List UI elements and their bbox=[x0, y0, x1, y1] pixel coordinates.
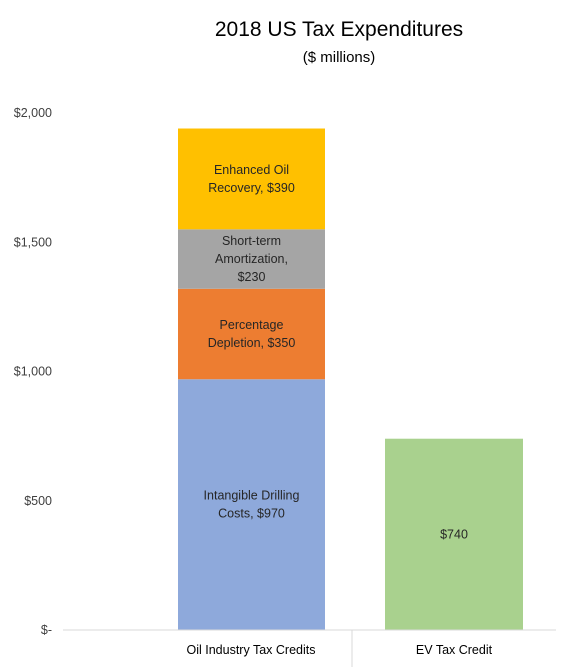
data-label-line: Short-term bbox=[222, 234, 281, 248]
bar-segment bbox=[178, 128, 325, 230]
data-label-line: Enhanced Oil bbox=[214, 163, 289, 177]
y-tick-label: $1,500 bbox=[14, 235, 52, 249]
data-label-line: $740 bbox=[440, 527, 468, 541]
chart-title: 2018 US Tax Expenditures bbox=[215, 18, 463, 41]
bar-segment bbox=[178, 379, 325, 630]
y-axis: $- $500 $1,000 $1,500 $2,000 bbox=[14, 106, 52, 637]
y-tick-label: $2,000 bbox=[14, 106, 52, 120]
y-tick-label: $- bbox=[41, 623, 52, 637]
data-label: Percentage Depletion, $350 bbox=[208, 318, 296, 350]
data-label-line: Costs, $970 bbox=[218, 507, 285, 521]
bar-segment bbox=[178, 288, 325, 380]
data-label-line: $230 bbox=[238, 270, 266, 284]
y-tick-label: $500 bbox=[24, 494, 52, 508]
plot-area: Intangible Drilling Costs, $970 Percentage… bbox=[178, 128, 523, 630]
chart-subtitle: ($ millions) bbox=[303, 49, 376, 66]
data-label-line: Amortization, bbox=[215, 252, 288, 266]
data-label: $740 bbox=[440, 527, 468, 541]
data-label: Short-term Amortization, $230 bbox=[215, 234, 288, 284]
data-label-line: Intangible Drilling bbox=[204, 489, 300, 503]
data-label-line: Recovery, $390 bbox=[208, 181, 295, 195]
data-label: Intangible Drilling Costs, $970 bbox=[204, 489, 300, 521]
data-label-line: Percentage bbox=[220, 318, 284, 332]
bar-segment bbox=[385, 438, 523, 630]
x-axis: Oil Industry Tax Credits EV Tax Credit bbox=[187, 643, 493, 657]
y-tick-label: $1,000 bbox=[14, 365, 52, 379]
category-label: Oil Industry Tax Credits bbox=[187, 643, 316, 657]
data-label-line: Depletion, $350 bbox=[208, 336, 296, 350]
data-label: Enhanced Oil Recovery, $390 bbox=[208, 163, 295, 195]
bar-segment bbox=[178, 229, 325, 289]
category-label: EV Tax Credit bbox=[416, 643, 493, 657]
